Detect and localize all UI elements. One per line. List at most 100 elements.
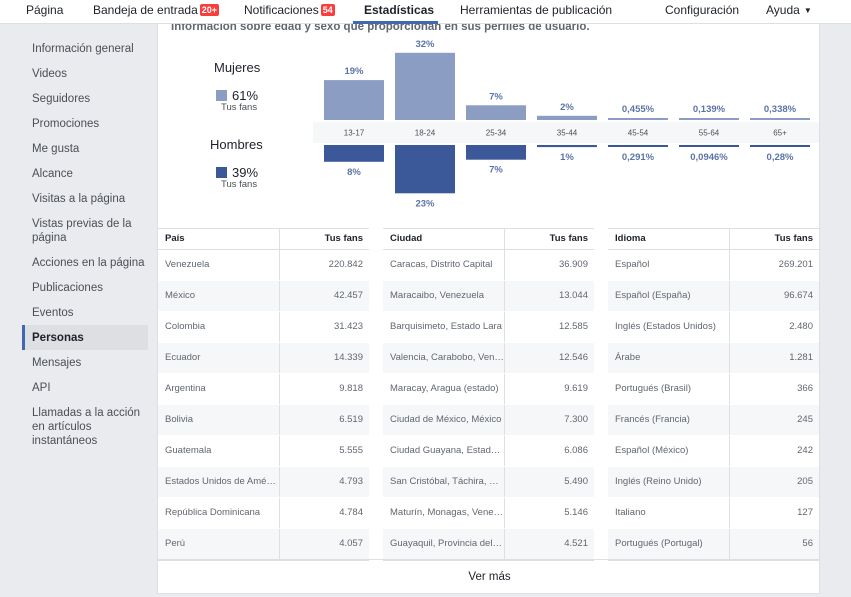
data-label-women: 7% (489, 91, 503, 102)
row-name: Ecuador (158, 343, 280, 373)
data-label-men: 7% (489, 165, 503, 176)
table-row: Portugués (Brasil) 366 (608, 374, 819, 405)
sidebar-item[interactable]: Llamadas a la acción en artículos instan… (32, 407, 141, 447)
row-value: 4.521 (564, 538, 588, 549)
row-value: 6.519 (339, 414, 363, 425)
data-label-men: 23% (415, 198, 435, 209)
data-label-women: 0,338% (764, 104, 797, 115)
row-value: 56 (802, 538, 813, 549)
row-name: Estados Unidos de América (158, 467, 280, 497)
nav-pagina-label: Página (26, 3, 64, 17)
sidebar-item[interactable]: Vistas previas de la página (32, 218, 132, 244)
table-row: Guayaquil, Provincia del Guayas 4.521 (383, 529, 594, 560)
women-percent: 61% (232, 88, 259, 103)
row-value: 5.555 (339, 445, 363, 456)
row-value: 9.619 (564, 383, 588, 394)
row-name: Bolivia (158, 405, 280, 435)
nav-herramientas[interactable]: Herramientas de publicación (460, 3, 612, 17)
table-row: Perú 4.057 (158, 529, 369, 560)
nav-pagina[interactable]: Página (26, 3, 63, 17)
table-row: Francés (Francia) 245 (608, 405, 819, 436)
row-name: Árabe (608, 343, 730, 373)
row-name: Venezuela (158, 250, 280, 280)
bar-men-45-54 (608, 145, 668, 147)
table-row: México 42.457 (158, 281, 369, 312)
table-row: Inglés (Estados Unidos) 2.480 (608, 312, 819, 343)
table-row: Inglés (Reino Unido) 205 (608, 467, 819, 498)
sidebar-item[interactable]: Visitas a la página (32, 193, 126, 205)
bar-men-25-34 (466, 145, 526, 160)
nav-bandeja-label: Bandeja de entrada (93, 3, 198, 17)
row-name: Inglés (Reino Unido) (608, 467, 730, 497)
nav-ayuda-label: Ayuda (766, 3, 800, 17)
language-table: Idioma Tus fans Español 269.201 Español (Esp… (608, 228, 819, 561)
row-name: Francés (Francia) (608, 405, 730, 435)
row-name: Guayaquil, Provincia del Guayas (383, 529, 505, 559)
data-label-women: 32% (415, 39, 435, 50)
row-value: 13.044 (558, 290, 588, 301)
bar-men-13-17 (324, 145, 384, 162)
row-name: Español (España) (608, 281, 730, 311)
row-value: 4.057 (339, 538, 363, 549)
sidebar-item[interactable]: Publicaciones (32, 282, 103, 294)
table-row: Caracas, Distrito Capital 36.909 (383, 250, 594, 281)
table-row: Estados Unidos de América 4.793 (158, 467, 369, 498)
row-name: San Cristóbal, Táchira, Venezuela (383, 467, 505, 497)
table-row: Maracay, Aragua (estado) 9.619 (383, 374, 594, 405)
row-value: 14.339 (333, 352, 363, 363)
row-value: 6.086 (564, 445, 588, 456)
sidebar-item[interactable]: Promociones (32, 118, 100, 130)
row-name: Español (México) (608, 436, 730, 466)
sidebar-item[interactable]: Seguidores (32, 93, 91, 105)
bar-women-25-34 (466, 105, 526, 120)
bar-women-13-17 (324, 80, 384, 120)
row-name: Perú (158, 529, 280, 559)
bar-men-18-24 (395, 145, 455, 194)
women-sub: Tus fans (221, 102, 258, 113)
row-value: 31.423 (333, 321, 363, 332)
row-value: 12.546 (558, 352, 588, 363)
notificaciones-badge: 54 (320, 4, 335, 16)
row-value: 269.201 (778, 259, 813, 270)
column-header-name[interactable]: Idioma (608, 229, 730, 249)
bar-women-65+ (750, 118, 810, 120)
sidebar-item[interactable]: Personas (22, 325, 148, 350)
nav-configuracion[interactable]: Configuración (665, 3, 739, 17)
sidebar-item[interactable]: Acciones en la página (32, 257, 145, 269)
sidebar-item[interactable]: Información general (32, 43, 134, 55)
see-more-button[interactable]: Ver más (158, 559, 819, 593)
nav-estadisticas[interactable]: Estadísticas (364, 3, 434, 17)
table-header: Ciudad Tus fans (383, 228, 594, 250)
column-header-fans[interactable]: Tus fans (324, 233, 363, 244)
column-header-name[interactable]: Ciudad (383, 229, 505, 249)
table-row: Guatemala 5.555 (158, 436, 369, 467)
column-header-name[interactable]: País (158, 229, 280, 249)
data-label-men: 0,28% (767, 152, 794, 163)
age-tick-label: 13-17 (344, 129, 365, 138)
row-value: 96.674 (783, 290, 813, 301)
nav-bandeja[interactable]: Bandeja de entrada 20+ (93, 3, 220, 17)
row-name: República Dominicana (158, 498, 280, 528)
row-value: 1.281 (789, 352, 813, 363)
row-value: 4.784 (339, 507, 363, 518)
age-tick-label: 55-64 (699, 129, 720, 138)
sidebar-item[interactable]: API (32, 382, 51, 394)
sidebar-item[interactable]: Videos (32, 68, 67, 80)
row-name: Colombia (158, 312, 280, 342)
column-header-fans[interactable]: Tus fans (774, 233, 813, 244)
sidebar-item[interactable]: Eventos (32, 307, 74, 319)
table-header: País Tus fans (158, 228, 369, 250)
nav-ayuda[interactable]: Ayuda ▼ (766, 3, 812, 17)
sidebar-item[interactable]: Alcance (32, 168, 73, 180)
column-header-fans[interactable]: Tus fans (549, 233, 588, 244)
table-row: Español (México) 242 (608, 436, 819, 467)
row-value: 245 (797, 414, 813, 425)
sidebar: Información general Videos Seguidores Promo… (22, 36, 148, 453)
nav-notificaciones[interactable]: Notificaciones 54 (244, 3, 335, 17)
data-label-men: 1% (560, 152, 574, 163)
main-panel: Información sobre edad y sexo que propor… (157, 24, 820, 594)
sidebar-item[interactable]: Me gusta (32, 143, 80, 155)
data-label-men: 8% (347, 167, 361, 178)
sidebar-item[interactable]: Mensajes (32, 357, 82, 369)
section-description: Información sobre edad y sexo que propor… (171, 24, 590, 33)
